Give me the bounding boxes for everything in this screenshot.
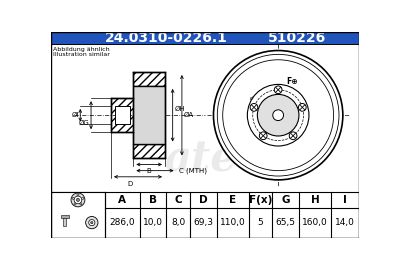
Circle shape xyxy=(247,84,309,146)
Circle shape xyxy=(86,217,98,229)
Circle shape xyxy=(250,104,258,111)
Text: B: B xyxy=(147,168,152,174)
Text: 510226: 510226 xyxy=(268,31,326,45)
Bar xyxy=(133,144,165,158)
Text: ØE: ØE xyxy=(282,115,294,124)
Bar xyxy=(51,192,105,238)
Text: 65,5: 65,5 xyxy=(275,218,295,227)
Bar xyxy=(61,215,69,218)
Text: E: E xyxy=(229,195,236,205)
Text: I: I xyxy=(343,195,347,205)
Text: 286,0: 286,0 xyxy=(109,218,135,227)
Text: ø65,5: ø65,5 xyxy=(289,103,303,108)
Circle shape xyxy=(71,193,85,207)
Text: 8,0: 8,0 xyxy=(171,218,185,227)
Text: 10,0: 10,0 xyxy=(143,218,163,227)
Circle shape xyxy=(74,203,76,205)
Bar xyxy=(133,72,165,86)
Bar xyxy=(51,32,359,44)
Circle shape xyxy=(259,132,267,140)
Text: ø12,
3: ø12, 3 xyxy=(250,96,260,107)
Text: ØH: ØH xyxy=(174,106,185,112)
Text: 14,0: 14,0 xyxy=(335,218,355,227)
Bar xyxy=(63,218,66,226)
Text: F⊕: F⊕ xyxy=(286,77,298,86)
Circle shape xyxy=(82,197,84,199)
Text: Abbildung ähnlich: Abbildung ähnlich xyxy=(53,48,110,52)
Text: D: D xyxy=(128,181,133,187)
Circle shape xyxy=(72,197,74,199)
Circle shape xyxy=(80,203,82,205)
Circle shape xyxy=(74,196,82,204)
Text: ØA: ØA xyxy=(184,112,194,118)
Circle shape xyxy=(257,95,299,136)
Circle shape xyxy=(77,194,79,196)
Circle shape xyxy=(273,110,284,121)
Bar xyxy=(51,44,359,192)
Circle shape xyxy=(91,221,93,224)
Text: G: G xyxy=(281,195,290,205)
Circle shape xyxy=(289,132,297,140)
Text: H: H xyxy=(311,195,319,205)
Text: A: A xyxy=(118,195,126,205)
Text: 24.0310-0226.1: 24.0310-0226.1 xyxy=(105,31,228,45)
Circle shape xyxy=(76,198,80,201)
Text: 69,3: 69,3 xyxy=(193,218,213,227)
Bar xyxy=(111,98,133,132)
Text: B: B xyxy=(149,195,157,205)
Text: C (MTH): C (MTH) xyxy=(179,167,207,174)
Text: C: C xyxy=(174,195,182,205)
Circle shape xyxy=(298,104,306,111)
Circle shape xyxy=(214,50,343,180)
Text: ØG: ØG xyxy=(79,120,90,126)
Text: ØI: ØI xyxy=(71,112,79,118)
Text: D: D xyxy=(199,195,208,205)
Text: F(x): F(x) xyxy=(249,195,272,205)
Text: ate: ate xyxy=(165,138,238,180)
Bar xyxy=(51,192,359,238)
Circle shape xyxy=(89,219,95,226)
Text: 5: 5 xyxy=(258,218,264,227)
Circle shape xyxy=(274,86,282,94)
Bar xyxy=(133,86,165,144)
Text: 160,0: 160,0 xyxy=(302,218,328,227)
Text: Illustration similar: Illustration similar xyxy=(53,52,110,57)
Bar xyxy=(115,106,130,124)
Text: 110,0: 110,0 xyxy=(220,218,246,227)
